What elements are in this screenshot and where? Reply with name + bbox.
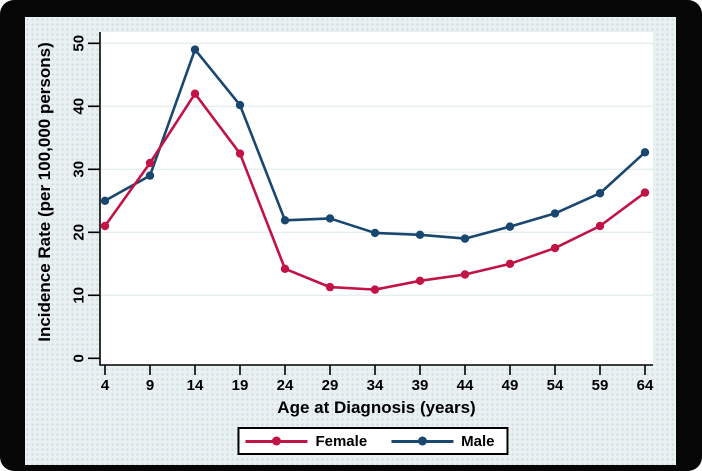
x-tick-label: 24 [277, 377, 294, 394]
x-tick-label: 39 [412, 377, 429, 394]
x-tick-label: 34 [367, 377, 384, 394]
series-point-female [100, 221, 110, 231]
legend-item-male: Male [391, 432, 495, 450]
y-tick-label: 30 [71, 161, 88, 178]
series-point-female [550, 243, 560, 253]
series-point-female [640, 188, 650, 197]
series-point-male [325, 214, 335, 223]
x-tick-label: 29 [322, 377, 339, 394]
x-tick-label: 44 [457, 377, 474, 394]
series-point-female [145, 158, 155, 168]
series-point-female [415, 276, 425, 286]
series-point-female [370, 285, 380, 294]
series-point-female [325, 282, 335, 292]
series-point-female [460, 270, 470, 279]
legend-label-male: Male [461, 432, 495, 450]
series-point-female [505, 259, 515, 268]
y-axis-title: Incidence Rate (per 100,000 persons) [35, 42, 54, 342]
x-tick-label: 54 [547, 377, 564, 394]
x-tick-label: 49 [502, 377, 519, 394]
legend-item-female: Female [245, 434, 367, 449]
y-tick-label: 40 [71, 98, 88, 115]
y-tick-label: 10 [71, 287, 88, 304]
x-tick-label: 19 [232, 377, 249, 394]
series-point-male [640, 148, 650, 157]
series-point-female [190, 89, 200, 98]
legend-marker-dot [271, 436, 281, 446]
legend-marker-dot [417, 436, 427, 446]
series-point-female [595, 221, 605, 231]
x-tick-label: 9 [146, 377, 154, 394]
y-tick-label: 50 [71, 35, 88, 52]
axis-lines [99, 32, 653, 366]
series-point-male [235, 100, 245, 110]
plot-background [100, 32, 653, 365]
series-point-male [415, 230, 425, 240]
legend-marker-female [245, 436, 308, 446]
series-point-male [550, 209, 560, 218]
chart-canvas: 0 10 20 30 40 50 4 9 14 19 24 29 34 39 44 49 54 59 64 Inci… [25, 17, 676, 465]
y-tick-label: 0 [71, 354, 88, 362]
series-point-male [370, 228, 380, 238]
series-point-male [280, 216, 290, 225]
series-point-male [100, 196, 110, 205]
x-tick-label: 4 [101, 377, 110, 394]
series-point-male [595, 189, 605, 198]
series-point-male [505, 222, 515, 231]
x-tick-label: 64 [637, 377, 654, 394]
legend-label-female: Female [315, 432, 368, 450]
series-point-female [280, 264, 290, 274]
x-tick-label: 14 [187, 377, 204, 394]
series-point-female [235, 149, 245, 158]
x-tick-label: 59 [592, 377, 609, 394]
y-tick-label: 20 [71, 224, 88, 241]
series-point-male [190, 45, 200, 54]
legend: Female Male [237, 427, 509, 455]
x-axis-title: Age at Diagnosis (years) [277, 398, 476, 417]
series-point-male [145, 171, 155, 180]
legend-marker-male [391, 436, 454, 446]
series-point-male [460, 234, 470, 243]
